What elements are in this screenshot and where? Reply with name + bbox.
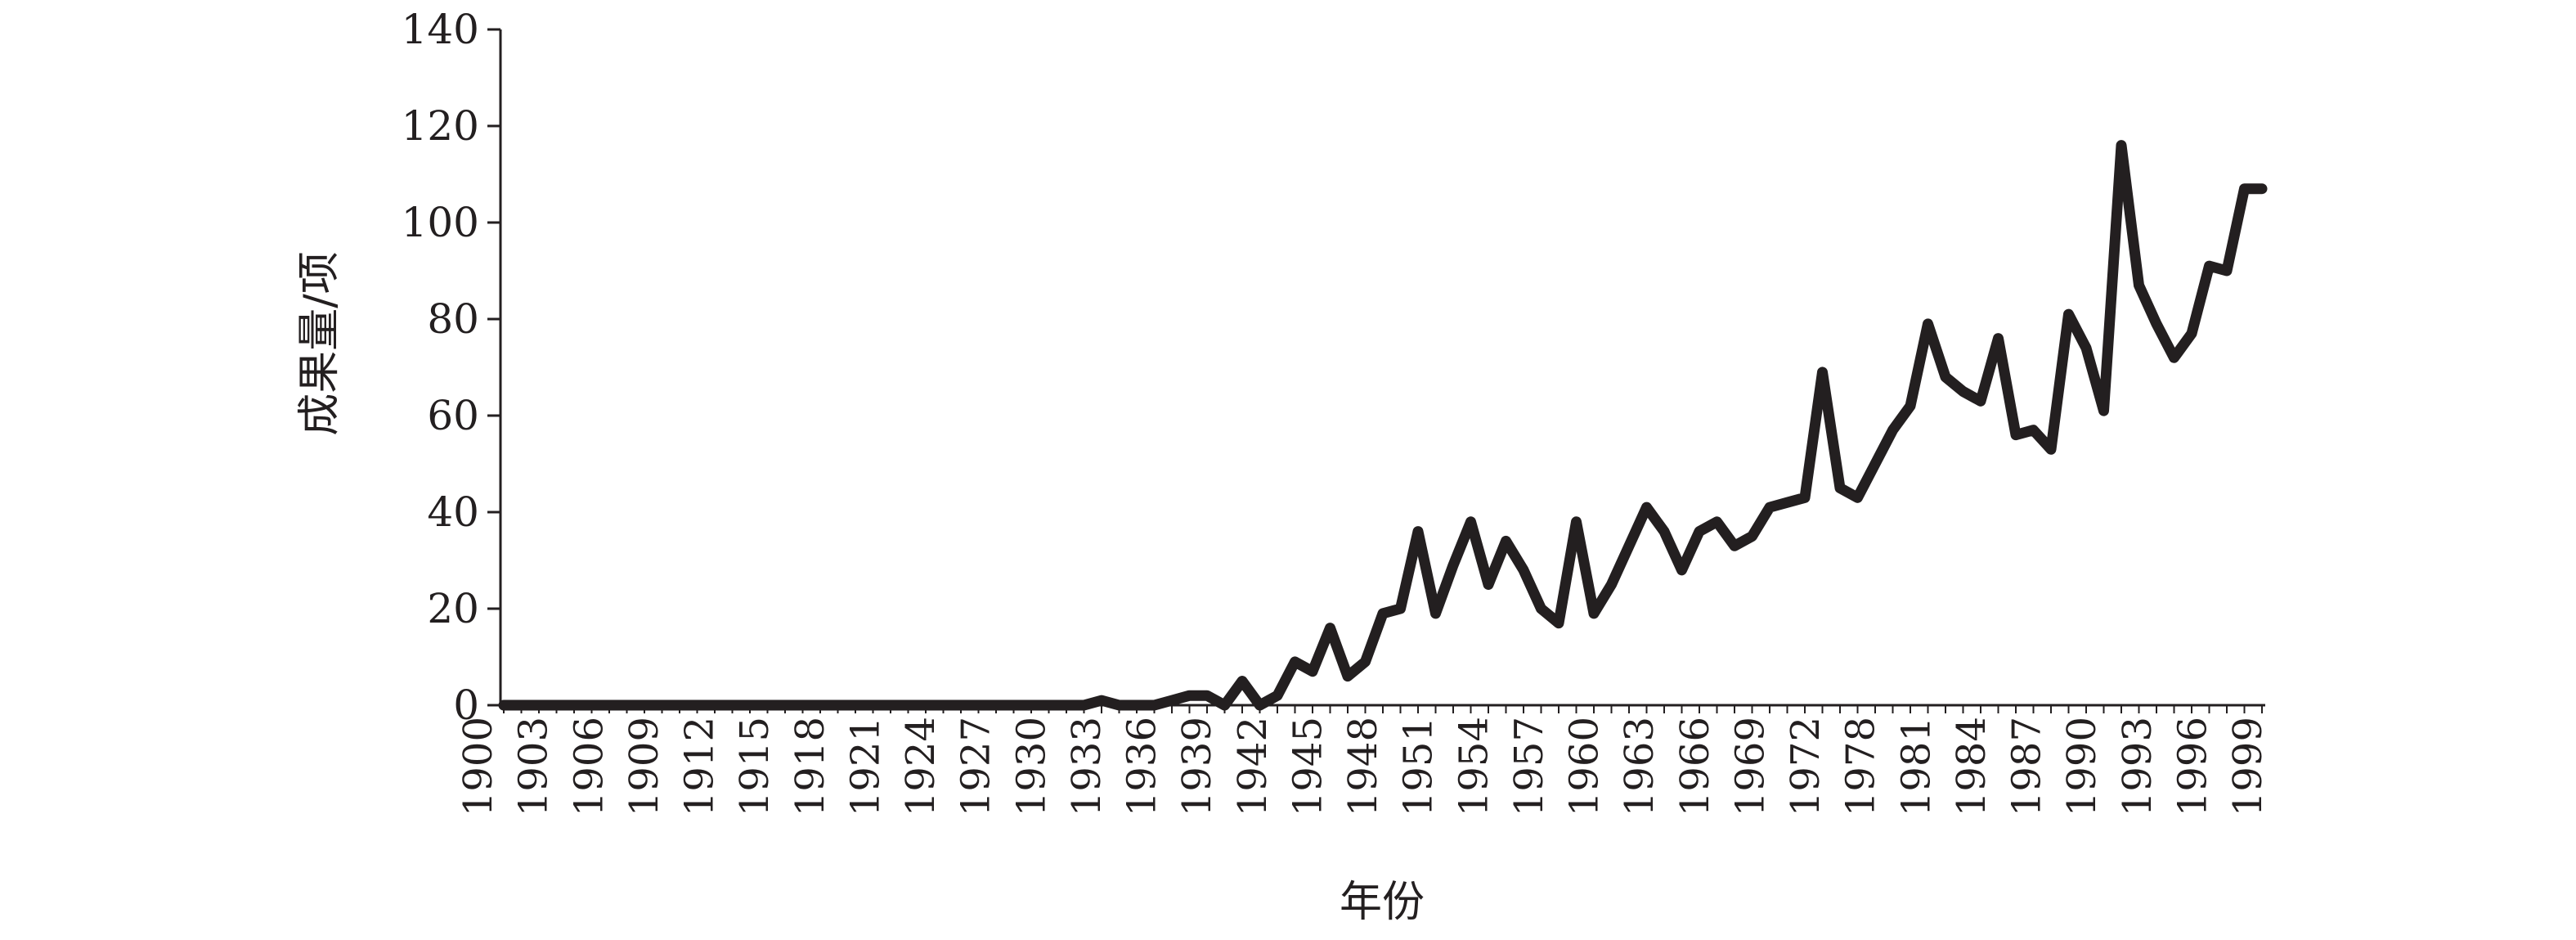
x-axis-title: 年份: [1340, 878, 1425, 927]
x-tick-label: 1948: [1340, 717, 1386, 816]
y-tick-label: 80: [427, 295, 479, 343]
x-tick-label: 1921: [842, 717, 888, 816]
y-tick-label: 140: [402, 6, 479, 53]
x-tick-label: 1999: [2225, 717, 2271, 816]
x-tick-label: 1951: [1396, 717, 1442, 816]
x-tick-label: 1900: [456, 717, 501, 816]
x-axis: 1900 1903 1906 1909 1912 1915 1918 1921 1924 1927…: [456, 704, 2271, 816]
x-tick-label: 1972: [1783, 717, 1829, 816]
x-tick-label: 1978: [1838, 717, 1884, 816]
y-tick-label: 20: [427, 585, 479, 632]
x-tick-label: 1966: [1672, 717, 1718, 816]
x-tick-label: 1909: [622, 717, 667, 816]
x-tick-label: 1927: [954, 717, 999, 816]
y-axis: 0 20 40 60 80 100 120 140: [402, 6, 502, 729]
y-tick-label: 60: [427, 392, 479, 439]
series-line: [498, 140, 2268, 711]
x-tick-label: 1915: [732, 717, 778, 816]
x-tick-label: 1906: [566, 717, 612, 816]
x-tick-label: 1969: [1727, 717, 1773, 816]
x-tick-label: 1918: [788, 717, 833, 816]
x-tick-label: 1954: [1451, 717, 1497, 816]
x-tick-label: 1924: [898, 717, 944, 816]
x-tick-label: 1963: [1617, 717, 1663, 816]
x-tick-label: 1930: [1008, 717, 1054, 816]
y-tick-label: 40: [427, 488, 479, 536]
y-tick-label: 0: [453, 681, 479, 729]
x-tick-label: 1984: [1949, 717, 1995, 816]
x-tick-label: 1945: [1285, 717, 1331, 816]
x-tick-label: 1936: [1120, 717, 1165, 816]
x-tick-label: 1903: [511, 717, 557, 816]
x-tick-label: 1996: [2170, 717, 2215, 816]
x-tick-label: 1933: [1064, 717, 1110, 816]
x-tick-label: 1957: [1506, 717, 1552, 816]
x-tick-label: 1960: [1562, 717, 1608, 816]
x-tick-label: 1981: [1893, 717, 1939, 816]
x-tick-label: 1942: [1230, 717, 1276, 816]
x-tick-label: 1987: [2004, 717, 2050, 816]
y-tick-label: 120: [402, 102, 479, 150]
x-tick-label: 1912: [677, 717, 723, 816]
x-tick-label: 1990: [2059, 717, 2105, 816]
y-axis-title: 成果量/项: [295, 251, 344, 436]
y-tick-label: 100: [402, 199, 479, 246]
series-group: [498, 140, 2268, 711]
x-tick-label: 1939: [1174, 717, 1220, 816]
x-tick-label: 1993: [2115, 717, 2161, 816]
